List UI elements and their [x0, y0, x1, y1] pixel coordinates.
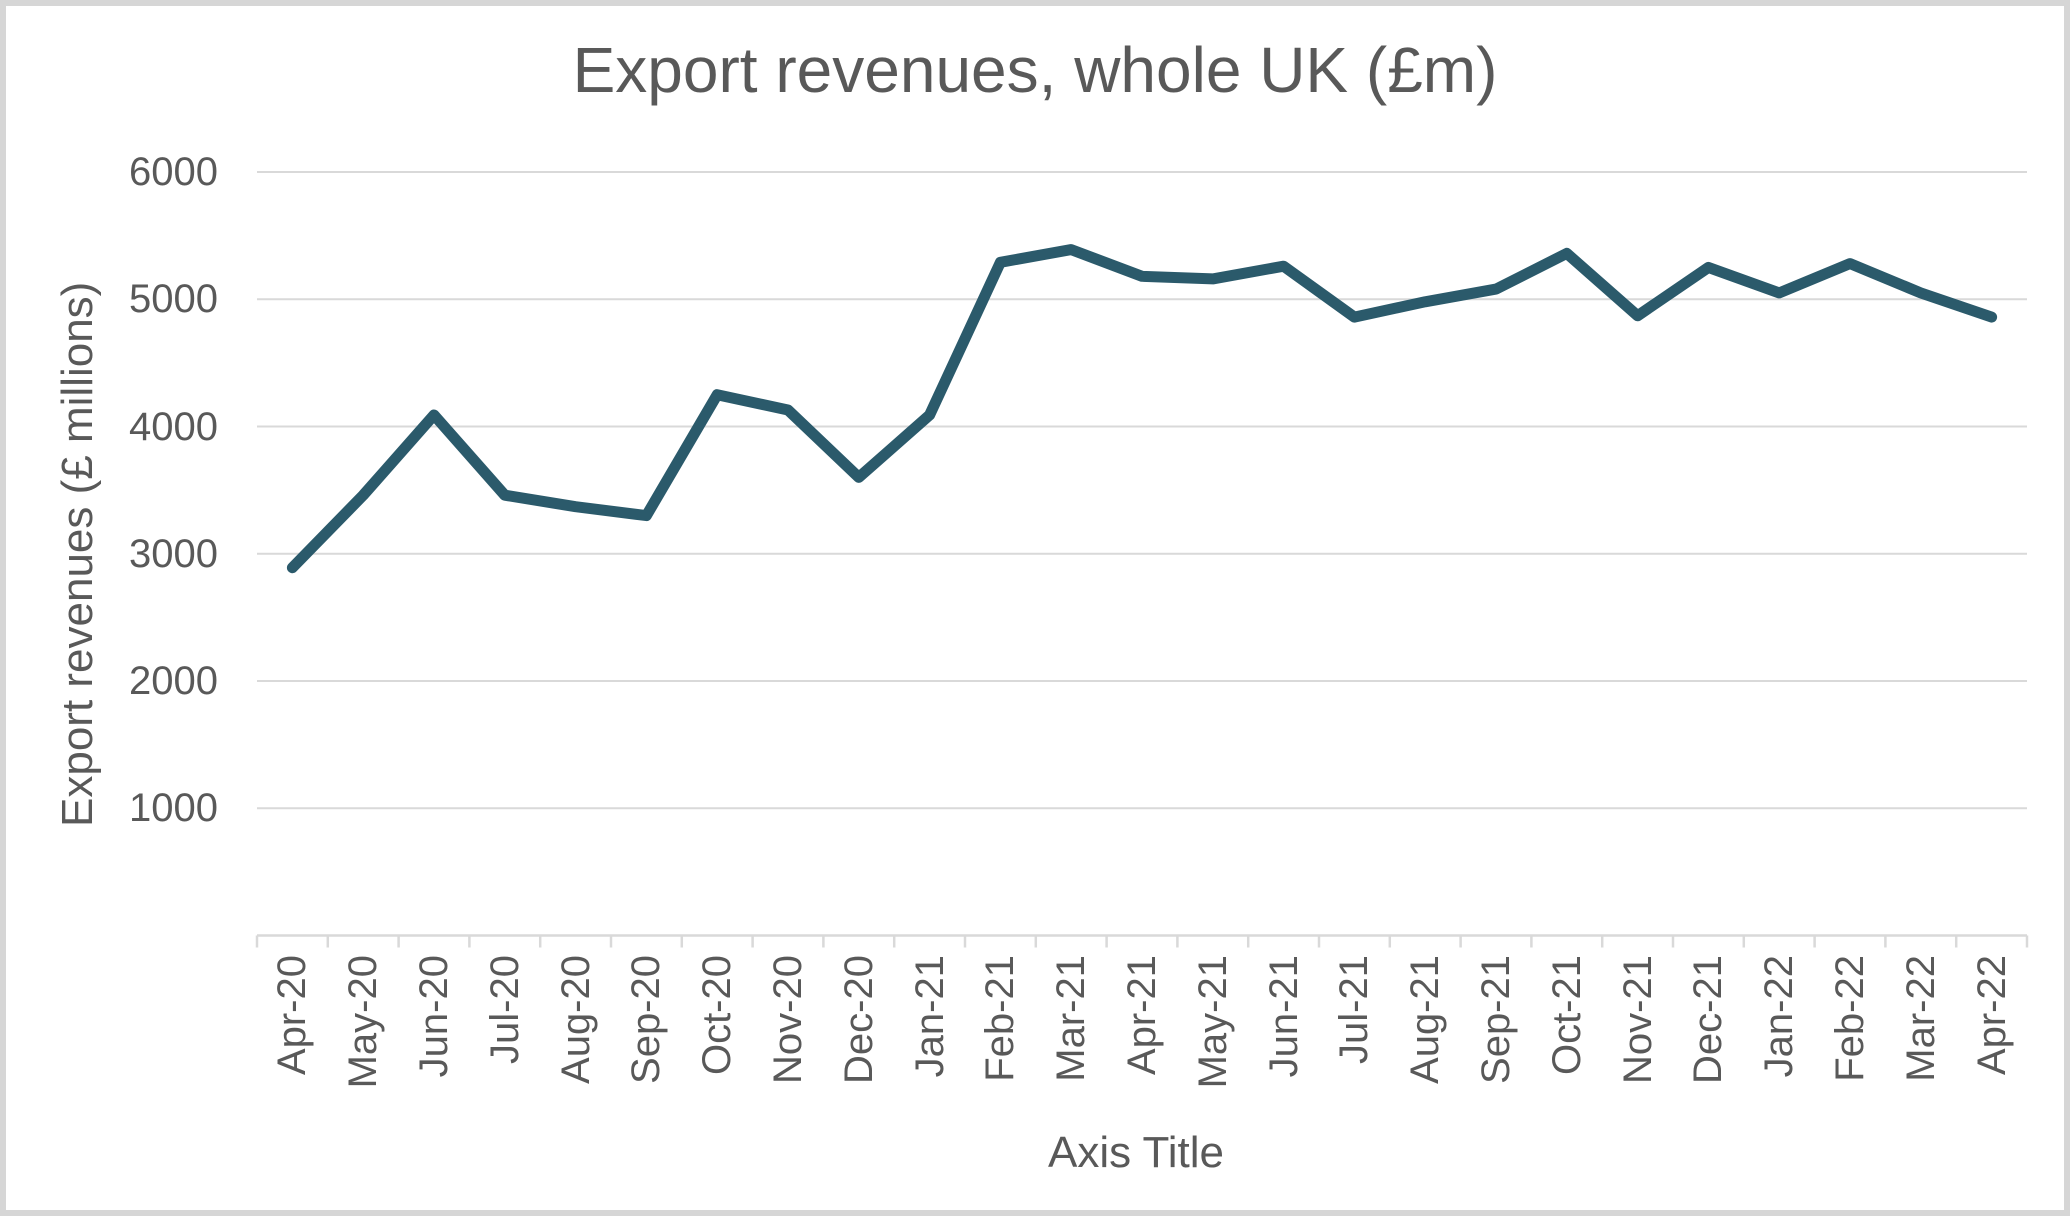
x-axis-label-Jan-21: Jan-21 [907, 955, 952, 1078]
x-axis-label-Mar-21: Mar-21 [1049, 955, 1094, 1082]
x-axis-label-Nov-21: Nov-21 [1615, 955, 1660, 1084]
plot-area [255, 171, 2029, 948]
y-axis-label-2000: 2000 [129, 659, 218, 703]
x-axis-label-Jun-21: Jun-21 [1261, 955, 1306, 1078]
y-axis-label-4000: 4000 [129, 404, 218, 449]
x-axis-label-Nov-20: Nov-20 [766, 955, 810, 1084]
x-axis-label-Sep-20: Sep-20 [624, 955, 669, 1084]
x-axis-label-Aug-21: Aug-21 [1403, 955, 1448, 1084]
x-axis-label-May-21: May-21 [1190, 955, 1235, 1089]
x-axis-label-Jul-20: Jul-20 [482, 955, 527, 1064]
x-axis-label-Feb-21: Feb-21 [978, 955, 1023, 1082]
x-axis-label-Dec-21: Dec-21 [1686, 955, 1731, 1084]
x-axis-label-Jun-20: Jun-20 [412, 955, 456, 1078]
x-axis-label-Oct-21: Oct-21 [1544, 955, 1589, 1076]
x-axis-label-Sep-21: Sep-21 [1474, 955, 1518, 1084]
x-axis-title: Axis Title [1047, 1128, 1225, 1177]
x-axis-label-Jul-21: Jul-21 [1332, 955, 1377, 1064]
y-axis-label-6000: 6000 [129, 150, 218, 194]
series-line-export-revenues [286, 244, 1998, 574]
x-axis-label-Apr-20: Apr-20 [270, 955, 315, 1076]
x-axis-label-Mar-22: Mar-22 [1898, 955, 1943, 1082]
x-axis-label-Apr-21: Apr-21 [1120, 955, 1164, 1076]
chart-title: Export revenues, whole UK (£m) [572, 34, 1498, 106]
x-axis-label-Oct-20: Oct-20 [695, 955, 740, 1076]
y-axis-label-3000: 3000 [129, 531, 218, 576]
y-axis-title: Export revenues (£ millions) [53, 281, 102, 827]
x-axis-label-Aug-20: Aug-20 [553, 955, 598, 1084]
x-axis-label-Feb-22: Feb-22 [1828, 955, 1872, 1082]
x-axis-label-May-20: May-20 [341, 955, 386, 1089]
y-axis-label-5000: 5000 [129, 277, 218, 322]
y-axis-label-1000: 1000 [129, 786, 218, 831]
x-axis-label-Jan-22: Jan-22 [1757, 955, 1802, 1078]
x-axis-label-Apr-22: Apr-22 [1969, 955, 2014, 1076]
x-axis-label-Dec-20: Dec-20 [836, 955, 881, 1084]
